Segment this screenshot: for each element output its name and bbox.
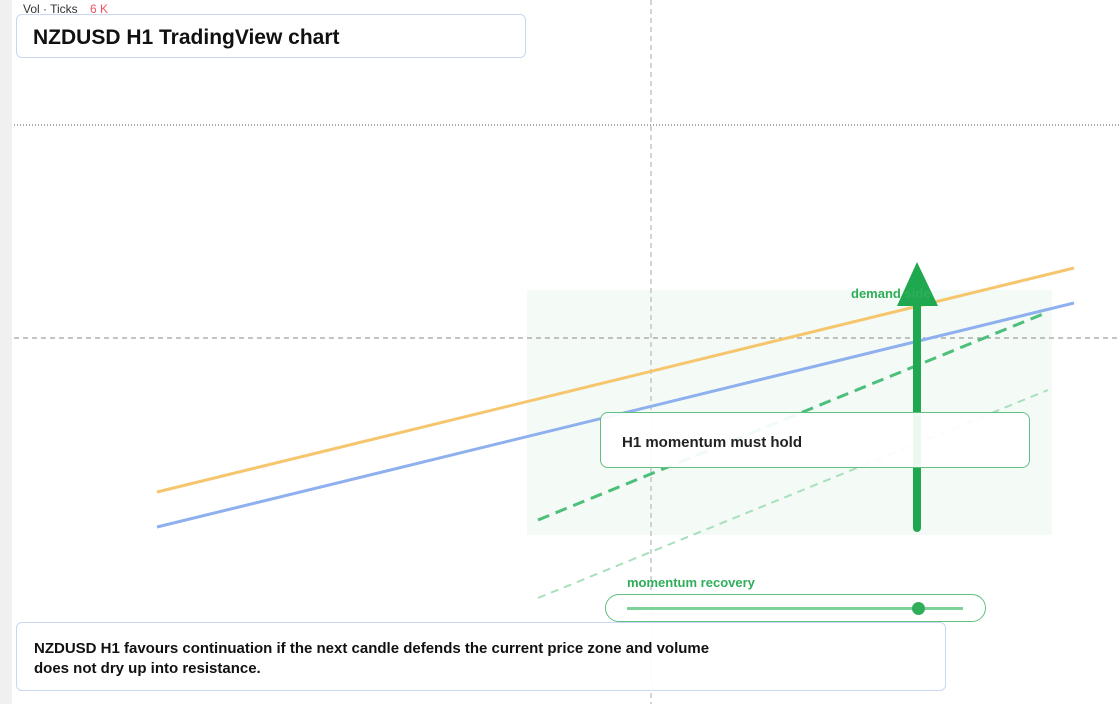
title: NZDUSD H1 TradingView chart [33, 26, 340, 49]
channel-line [537, 389, 1049, 599]
zone-label: demand side [851, 286, 930, 301]
footer-box: NZDUSD H1 favours continuation if the ne… [16, 622, 946, 691]
slider-track [627, 607, 963, 610]
slider[interactable] [605, 594, 986, 622]
callout-box: H1 momentum must hold [600, 412, 1030, 468]
legend-value: 6 K [90, 2, 108, 16]
callout-text: H1 momentum must hold [622, 434, 803, 451]
footer-text: NZDUSD H1 favours continuation if the ne… [34, 640, 710, 677]
legend-label: Vol · Ticks [23, 2, 78, 16]
slider-label: momentum recovery [627, 575, 756, 590]
title-box: NZDUSD H1 TradingView chart [16, 14, 526, 58]
slider-knob[interactable] [912, 602, 925, 615]
left-strip [0, 0, 12, 704]
arrow-head [897, 262, 938, 306]
